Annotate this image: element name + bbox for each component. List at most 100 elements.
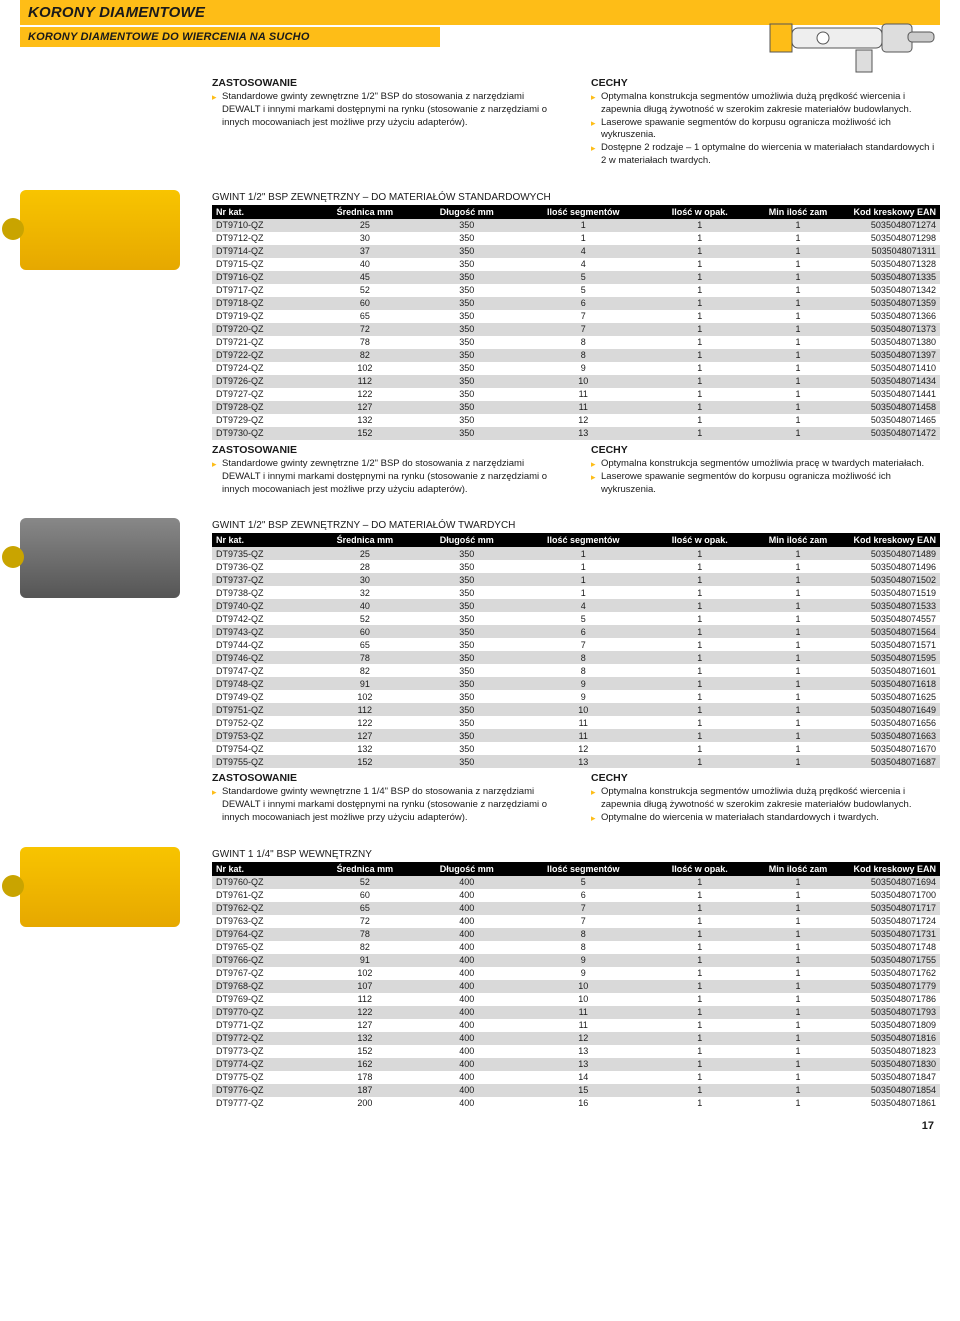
table-row: DT9765-QZ824008115035048071748 xyxy=(212,941,940,954)
content-col: GWINT 1 1/4" BSP WEWNĘTRZNYNr kat.Średni… xyxy=(212,841,940,1110)
cell: DT9772-QZ xyxy=(212,1032,314,1045)
cell: 350 xyxy=(416,599,518,612)
cell: 122 xyxy=(314,716,416,729)
table-row: DT9743-QZ603506115035048071564 xyxy=(212,625,940,638)
table-title: GWINT 1 1/4" BSP WEWNĘTRZNY xyxy=(212,849,940,860)
cell: DT9737-QZ xyxy=(212,573,314,586)
thumb-col xyxy=(20,772,200,836)
cell: 91 xyxy=(314,677,416,690)
cell: 1 xyxy=(649,414,751,427)
cell: 350 xyxy=(416,586,518,599)
cell: 1 xyxy=(518,219,649,232)
cell: 350 xyxy=(416,716,518,729)
data-table: Nr kat.Średnica mmDługość mmIlość segmen… xyxy=(212,533,940,768)
cell: 5035048071458 xyxy=(845,401,940,414)
cell: DT9721-QZ xyxy=(212,336,314,349)
cechy-heading: CECHY xyxy=(591,772,940,784)
cell: 5035048071373 xyxy=(845,323,940,336)
col-header: Średnica mm xyxy=(314,533,416,547)
table-row: DT9766-QZ914009115035048071755 xyxy=(212,954,940,967)
cell: 1 xyxy=(751,310,846,323)
cell: 5035048071748 xyxy=(845,941,940,954)
thumb-col xyxy=(20,444,200,508)
cell: DT9710-QZ xyxy=(212,219,314,232)
cell: 5 xyxy=(518,284,649,297)
cell: 127 xyxy=(314,1019,416,1032)
cell: 152 xyxy=(314,1045,416,1058)
cell: DT9724-QZ xyxy=(212,362,314,375)
cell: 400 xyxy=(416,967,518,980)
cell: 350 xyxy=(416,245,518,258)
cechy-heading: CECHY xyxy=(591,444,940,456)
cell: 350 xyxy=(416,271,518,284)
cell: 13 xyxy=(518,1045,649,1058)
cell: 1 xyxy=(751,388,846,401)
cell: 5035048071298 xyxy=(845,232,940,245)
cell: 5035048071410 xyxy=(845,362,940,375)
cell: DT9762-QZ xyxy=(212,902,314,915)
table-row: DT9748-QZ913509115035048071618 xyxy=(212,677,940,690)
cell: 1 xyxy=(649,703,751,716)
table-row: DT9771-QZ12740011115035048071809 xyxy=(212,1019,940,1032)
cell: 1 xyxy=(751,690,846,703)
cell: 1 xyxy=(649,716,751,729)
cell: DT9726-QZ xyxy=(212,375,314,388)
cell: 400 xyxy=(416,915,518,928)
cell: DT9766-QZ xyxy=(212,954,314,967)
cell: DT9738-QZ xyxy=(212,586,314,599)
table-row: DT9718-QZ603506115035048071359 xyxy=(212,297,940,310)
cell: 152 xyxy=(314,427,416,440)
cell: 5035048071472 xyxy=(845,427,940,440)
cell: 72 xyxy=(314,323,416,336)
cell: 1 xyxy=(751,742,846,755)
cell: 400 xyxy=(416,980,518,993)
cell: 152 xyxy=(314,755,416,768)
cell: 5035048071786 xyxy=(845,993,940,1006)
cell: DT9753-QZ xyxy=(212,729,314,742)
cell: 7 xyxy=(518,310,649,323)
cell: 5035048071731 xyxy=(845,928,940,941)
cell: 1 xyxy=(751,1045,846,1058)
thumb-col xyxy=(20,77,200,180)
cell: 178 xyxy=(314,1071,416,1084)
table-row: DT9736-QZ283501115035048071496 xyxy=(212,560,940,573)
cell: 1 xyxy=(649,586,751,599)
zastosowanie-heading: ZASTOSOWANIE xyxy=(212,77,561,89)
table-row: DT9769-QZ11240010115035048071786 xyxy=(212,993,940,1006)
cell: 52 xyxy=(314,876,416,889)
cell: 127 xyxy=(314,401,416,414)
section: GWINT 1/2" BSP ZEWNĘTRZNY – DO MATERIAŁÓ… xyxy=(20,184,940,440)
cell: 5035048071755 xyxy=(845,954,940,967)
col-header: Kod kreskowy EAN xyxy=(845,862,940,876)
page: KORONY DIAMENTOWE KORONY DIAMENTOWE DO W… xyxy=(0,0,960,1147)
cell: 1 xyxy=(751,967,846,980)
cell: 1 xyxy=(751,323,846,336)
col-header: Nr kat. xyxy=(212,205,314,219)
cell: 1 xyxy=(751,941,846,954)
cell: 1 xyxy=(751,297,846,310)
cell: 1 xyxy=(649,388,751,401)
cell: 5035048071779 xyxy=(845,980,940,993)
cell: 1 xyxy=(751,625,846,638)
cechy-list: Optymalna konstrukcja segmentów umożliwi… xyxy=(591,458,940,496)
table-row: DT9712-QZ303501115035048071298 xyxy=(212,232,940,245)
cell: 400 xyxy=(416,1097,518,1110)
cell: 7 xyxy=(518,323,649,336)
table-row: DT9722-QZ823508115035048071397 xyxy=(212,349,940,362)
cell: DT9740-QZ xyxy=(212,599,314,612)
cell: 10 xyxy=(518,703,649,716)
cell: 1 xyxy=(518,586,649,599)
cell: 350 xyxy=(416,742,518,755)
table-title: GWINT 1/2" BSP ZEWNĘTRZNY – DO MATERIAŁÓ… xyxy=(212,192,940,203)
cell: 187 xyxy=(314,1084,416,1097)
cell: 1 xyxy=(649,967,751,980)
cell: 107 xyxy=(314,980,416,993)
cell: 5035048071663 xyxy=(845,729,940,742)
cell: 1 xyxy=(751,915,846,928)
table-row: DT9720-QZ723507115035048071373 xyxy=(212,323,940,336)
cell: DT9718-QZ xyxy=(212,297,314,310)
cell: 1 xyxy=(751,232,846,245)
cell: 4 xyxy=(518,258,649,271)
cell: 30 xyxy=(314,232,416,245)
section: GWINT 1 1/4" BSP WEWNĘTRZNYNr kat.Średni… xyxy=(20,841,940,1110)
